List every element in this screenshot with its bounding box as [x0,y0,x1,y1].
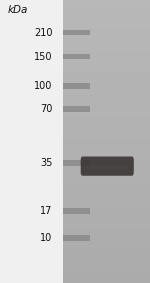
Bar [63,30,90,35]
Bar [63,208,90,214]
Text: 70: 70 [40,104,52,114]
Bar [0,0,63,283]
Bar [63,83,90,89]
Text: 10: 10 [40,233,52,243]
Bar [63,106,90,112]
Bar [63,160,90,166]
Bar [63,54,90,59]
Text: 150: 150 [34,52,52,62]
Text: 210: 210 [34,27,52,38]
Text: kDa: kDa [8,5,28,15]
FancyBboxPatch shape [81,156,134,176]
Bar [63,235,90,241]
Text: 17: 17 [40,206,52,216]
Text: 35: 35 [40,158,52,168]
FancyBboxPatch shape [87,165,128,170]
Text: 100: 100 [34,81,52,91]
